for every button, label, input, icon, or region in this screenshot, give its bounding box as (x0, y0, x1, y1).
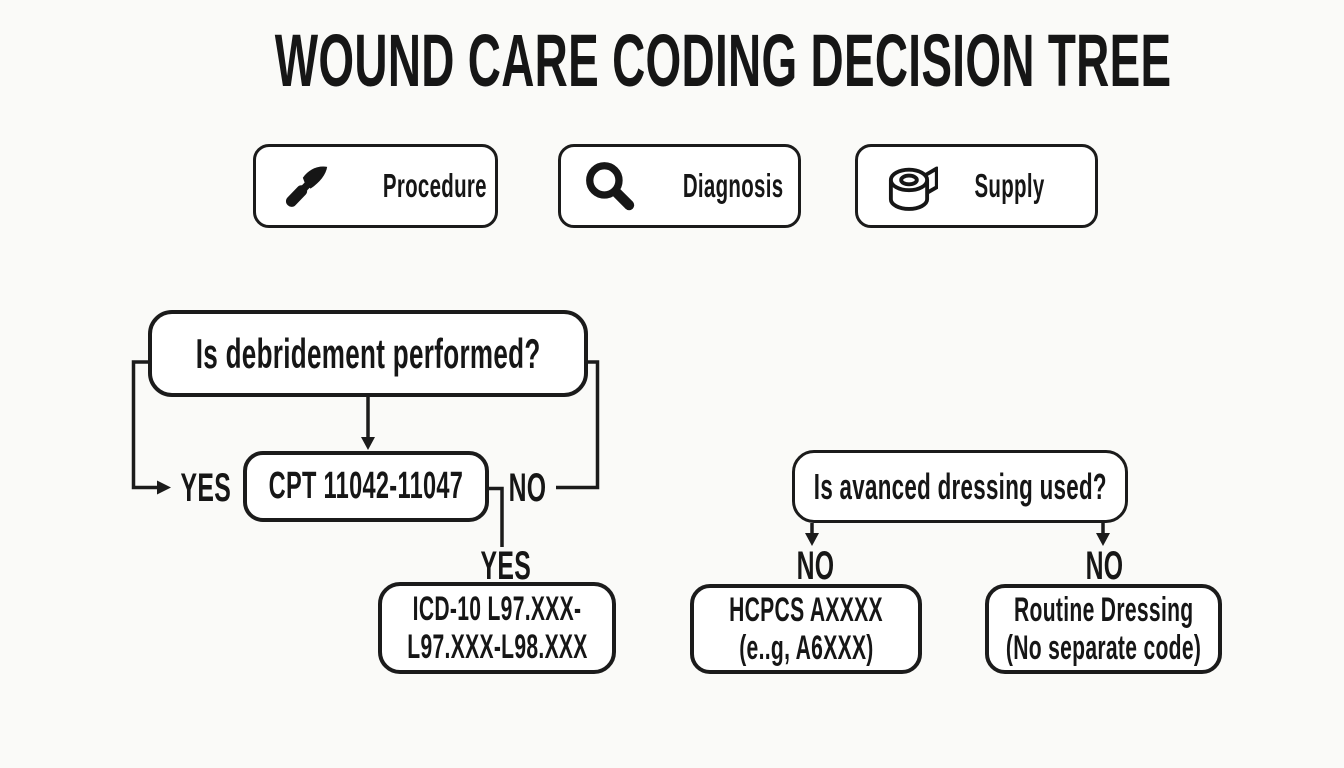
branch-label-no-right-q2: NO (1085, 544, 1123, 588)
icd-line-1: ICD-10 L97.XXX- (412, 590, 582, 628)
branch-label-no-right: NO (508, 466, 546, 510)
node-cpt-codes: CPT 11042-11047 (243, 451, 489, 522)
hcpcs-line-1: HCPCS AXXXX (729, 591, 883, 629)
hcpcs-line-2: (e..g, A6XXX) (738, 629, 874, 667)
legend-label: Procedure (382, 167, 487, 204)
page-title: WOUND CARE CODING DECISION TREE (274, 19, 1172, 102)
magnifier-icon (583, 159, 637, 213)
node-question-debridement: Is debridement performed? (148, 310, 588, 397)
node-icd10-codes: ICD-10 L97.XXX- L97.XXX-L98.XXX (378, 582, 616, 674)
routine-line-2: (No separate code) (1005, 629, 1202, 667)
icd-line-2: L97.XXX-L98.XXX (406, 628, 588, 666)
tape-roll-icon (880, 157, 938, 215)
branch-label-yes-below-cpt: YES (480, 544, 532, 588)
node-question-advanced-dressing: Is avanced dressing used? (792, 450, 1128, 523)
node-routine-dressing: Routine Dressing (No separate code) (985, 584, 1222, 674)
legend-item-procedure: Procedure (253, 144, 498, 228)
branch-label-yes-left: YES (180, 466, 232, 510)
node-hcpcs-codes: HCPCS AXXXX (e..g, A6XXX) (690, 584, 922, 674)
scalpel-icon (278, 157, 336, 215)
routine-line-1: Routine Dressing (1013, 591, 1194, 629)
legend-item-diagnosis: Diagnosis (558, 144, 801, 228)
legend-item-supply: Supply (855, 144, 1098, 228)
legend-label: Supply (974, 167, 1045, 204)
branch-label-no-left-q2: NO (796, 544, 834, 588)
legend-label: Diagnosis (682, 167, 784, 204)
